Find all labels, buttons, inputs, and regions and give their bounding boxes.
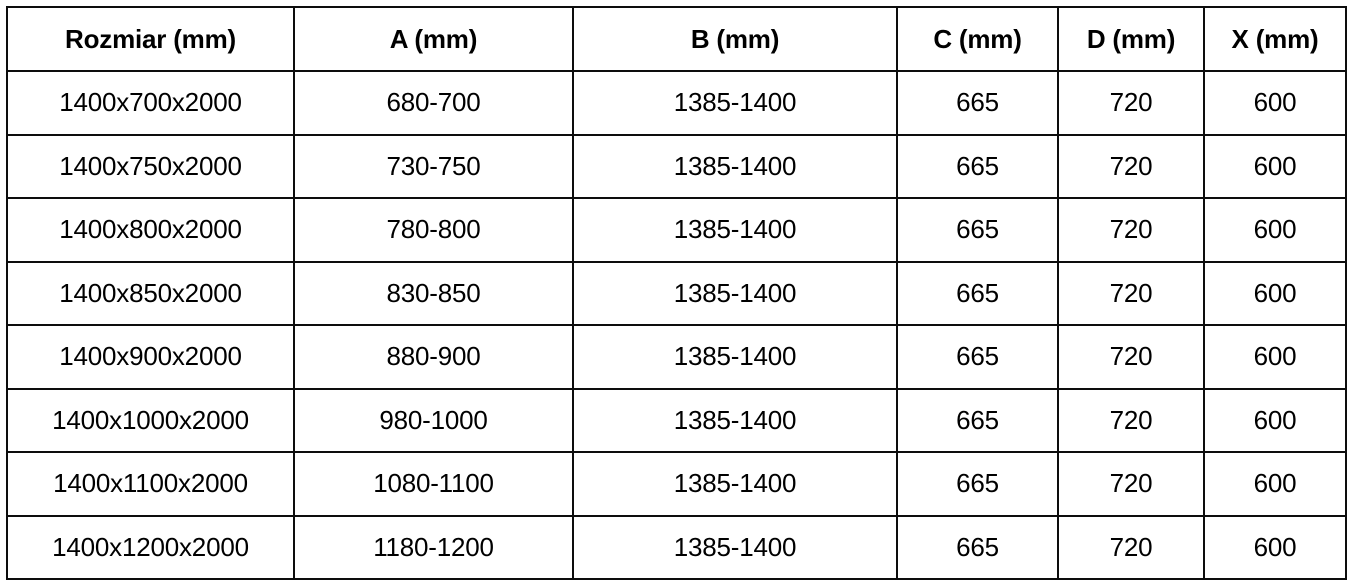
cell-c: 665 — [896, 324, 1059, 390]
table-row: 1400x1100x2000 1080-1100 1385-1400 665 7… — [6, 451, 1347, 517]
table-row: 1400x1000x2000 980-1000 1385-1400 665 72… — [6, 387, 1347, 453]
cell-size: 1400x850x2000 — [6, 260, 295, 326]
cell-c: 665 — [896, 133, 1059, 199]
cell-a: 1080-1100 — [293, 451, 574, 517]
table-row: 1400x800x2000 780-800 1385-1400 665 720 … — [6, 197, 1347, 263]
cell-d: 720 — [1057, 197, 1205, 263]
cell-a: 780-800 — [293, 197, 574, 263]
column-header-size: Rozmiar (mm) — [6, 6, 295, 72]
cell-size: 1400x750x2000 — [6, 133, 295, 199]
column-header-a: A (mm) — [293, 6, 574, 72]
cell-b: 1385-1400 — [572, 260, 898, 326]
cell-c: 665 — [896, 387, 1059, 453]
cell-size: 1400x800x2000 — [6, 197, 295, 263]
cell-x: 600 — [1203, 70, 1347, 136]
cell-c: 665 — [896, 197, 1059, 263]
column-header-x: X (mm) — [1203, 6, 1347, 72]
spec-table-container: Rozmiar (mm) A (mm) B (mm) C (mm) D (mm)… — [6, 6, 1347, 580]
cell-d: 720 — [1057, 260, 1205, 326]
column-header-d: D (mm) — [1057, 6, 1205, 72]
cell-a: 1180-1200 — [293, 514, 574, 580]
column-header-b: B (mm) — [572, 6, 898, 72]
table-row: 1400x700x2000 680-700 1385-1400 665 720 … — [6, 70, 1347, 136]
cell-b: 1385-1400 — [572, 514, 898, 580]
cell-c: 665 — [896, 451, 1059, 517]
table-row: 1400x1200x2000 1180-1200 1385-1400 665 7… — [6, 514, 1347, 580]
cell-x: 600 — [1203, 324, 1347, 390]
cell-d: 720 — [1057, 324, 1205, 390]
cell-size: 1400x1100x2000 — [6, 451, 295, 517]
cell-d: 720 — [1057, 451, 1205, 517]
table-header-row: Rozmiar (mm) A (mm) B (mm) C (mm) D (mm)… — [6, 6, 1347, 72]
cell-x: 600 — [1203, 514, 1347, 580]
cell-a: 830-850 — [293, 260, 574, 326]
cell-a: 680-700 — [293, 70, 574, 136]
cell-size: 1400x1200x2000 — [6, 514, 295, 580]
cell-b: 1385-1400 — [572, 387, 898, 453]
cell-a: 880-900 — [293, 324, 574, 390]
dimensions-table: Rozmiar (mm) A (mm) B (mm) C (mm) D (mm)… — [6, 6, 1347, 580]
cell-d: 720 — [1057, 387, 1205, 453]
cell-d: 720 — [1057, 133, 1205, 199]
cell-b: 1385-1400 — [572, 133, 898, 199]
cell-size: 1400x700x2000 — [6, 70, 295, 136]
cell-x: 600 — [1203, 133, 1347, 199]
cell-d: 720 — [1057, 514, 1205, 580]
cell-size: 1400x1000x2000 — [6, 387, 295, 453]
cell-a: 980-1000 — [293, 387, 574, 453]
table-body: 1400x700x2000 680-700 1385-1400 665 720 … — [6, 70, 1347, 580]
cell-b: 1385-1400 — [572, 197, 898, 263]
cell-size: 1400x900x2000 — [6, 324, 295, 390]
cell-x: 600 — [1203, 197, 1347, 263]
table-header: Rozmiar (mm) A (mm) B (mm) C (mm) D (mm)… — [6, 6, 1347, 72]
table-row: 1400x750x2000 730-750 1385-1400 665 720 … — [6, 133, 1347, 199]
cell-b: 1385-1400 — [572, 70, 898, 136]
cell-c: 665 — [896, 70, 1059, 136]
cell-b: 1385-1400 — [572, 324, 898, 390]
cell-x: 600 — [1203, 451, 1347, 517]
table-row: 1400x850x2000 830-850 1385-1400 665 720 … — [6, 260, 1347, 326]
table-row: 1400x900x2000 880-900 1385-1400 665 720 … — [6, 324, 1347, 390]
cell-b: 1385-1400 — [572, 451, 898, 517]
cell-c: 665 — [896, 514, 1059, 580]
cell-d: 720 — [1057, 70, 1205, 136]
cell-c: 665 — [896, 260, 1059, 326]
cell-x: 600 — [1203, 260, 1347, 326]
column-header-c: C (mm) — [896, 6, 1059, 72]
cell-a: 730-750 — [293, 133, 574, 199]
cell-x: 600 — [1203, 387, 1347, 453]
